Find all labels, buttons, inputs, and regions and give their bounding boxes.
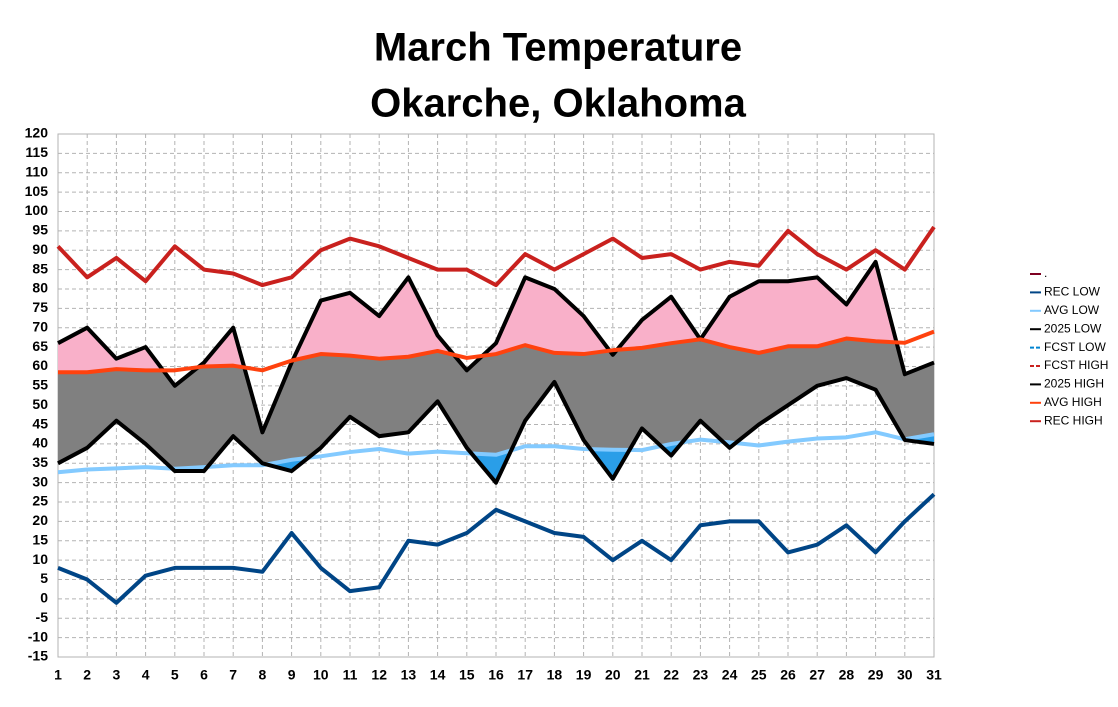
x-tick-label: 30 [897,667,913,683]
x-tick-label: 11 [343,667,358,683]
y-tick-label: 40 [32,435,48,451]
x-tick-label: 5 [171,667,179,683]
legend-label: REC LOW [1044,285,1101,299]
x-tick-label: 15 [459,667,475,683]
x-tick-label: 8 [259,667,267,683]
x-tick-label: 10 [313,667,329,683]
legend-label: 2025 LOW [1044,321,1102,335]
y-tick-label: 105 [25,183,49,199]
series-line [58,329,935,375]
fill-area [58,432,934,483]
x-tick-label: 26 [780,667,796,683]
y-tick-label: 85 [32,260,48,276]
legend-label: . [1044,266,1047,280]
y-tick-label: 90 [32,241,48,257]
series-line [56,225,936,288]
x-tick-label: 9 [288,667,296,683]
y-tick-label: 75 [32,299,48,315]
x-tick-label: 17 [517,667,533,683]
x-tick-label: 16 [488,667,504,683]
series-line [57,430,935,475]
y-tick-label: 55 [32,377,48,393]
y-tick-label: 25 [32,493,48,509]
fill-area [58,331,934,483]
x-tick-label: 31 [926,667,942,683]
legend-label: AVG HIGH [1044,395,1102,409]
x-tick-label: 29 [868,667,884,683]
y-tick-label: 110 [25,163,48,179]
chart-title: March Temperature [374,26,742,70]
legend-label: AVG LOW [1044,303,1100,317]
x-tick-label: 19 [576,667,592,683]
x-tick-label: 28 [839,667,855,683]
y-tick-label: 70 [32,318,48,334]
x-tick-label: 4 [142,667,150,683]
x-tick-label: 6 [200,667,208,683]
x-tick-label: 14 [430,667,446,683]
y-tick-label: 65 [32,338,48,354]
legend-label: FCST HIGH [1044,358,1108,372]
x-tick-label: 27 [809,667,825,683]
x-tick-label: 3 [113,667,121,683]
y-tick-label: -10 [28,628,48,644]
y-tick-label: 80 [32,280,48,296]
y-tick-label: 45 [32,415,48,431]
y-tick-label: 35 [32,454,48,470]
x-tick-label: 1 [54,667,62,683]
y-tick-label: 115 [25,144,48,160]
x-tick-label: 12 [371,667,387,683]
x-tick-label: 23 [693,667,709,683]
x-tick-label: 2 [83,667,91,683]
y-tick-label: 95 [32,222,48,238]
y-tick-label: 100 [25,202,49,218]
chart-subtitle: Okarche, Oklahoma [370,82,746,126]
x-tick-label: 25 [751,667,767,683]
y-tick-label: 30 [32,473,48,489]
x-tick-label: 7 [229,667,237,683]
x-tick-label: 18 [547,667,563,683]
x-tick-label: 22 [663,667,679,683]
y-tick-label: 15 [32,531,48,547]
y-tick-label: 60 [32,357,48,373]
y-tick-label: -15 [28,648,48,664]
legend-label: REC HIGH [1044,413,1103,427]
y-tick-label: 0 [40,590,48,606]
x-tick-label: 20 [605,667,621,683]
y-tick-label: 50 [32,396,48,412]
x-tick-label: 24 [722,667,738,683]
series-line [57,376,935,485]
y-tick-label: 120 [25,125,49,141]
series-line [57,492,936,605]
y-tick-label: -5 [36,609,49,625]
x-tick-label: 21 [634,667,650,683]
legend-label: 2025 HIGH [1044,377,1104,391]
series-line [57,259,935,435]
y-tick-label: 10 [32,551,48,567]
y-tick-label: 20 [32,512,48,528]
x-tick-label: 13 [401,667,417,683]
y-tick-label: 5 [40,570,48,586]
legend-label: FCST LOW [1044,340,1106,354]
